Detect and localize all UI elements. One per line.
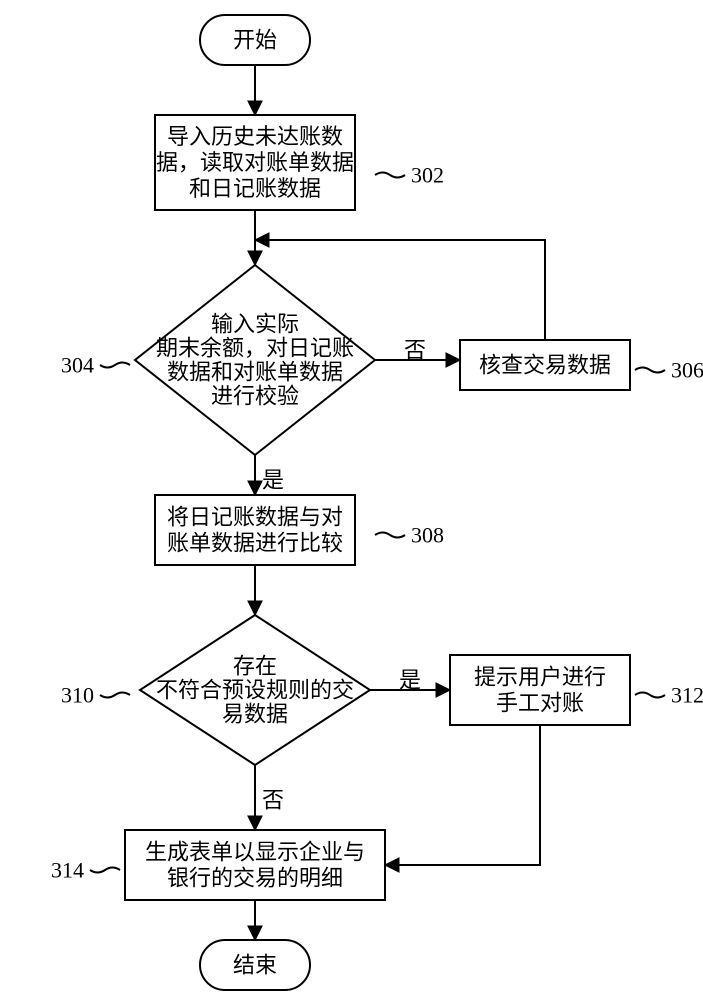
step-label: 314 <box>51 858 84 883</box>
start-label: 开始 <box>233 28 277 53</box>
svg-text:生成表单以显示企业与: 生成表单以显示企业与 <box>145 840 365 865</box>
svg-text:导入历史未达账数: 导入历史未达账数 <box>167 124 343 149</box>
svg-text:据，读取对账单数据: 据，读取对账单数据 <box>156 150 354 175</box>
svg-text:进行校验: 进行校验 <box>211 384 299 409</box>
end-terminal: 结束 <box>200 940 310 990</box>
start-terminal: 开始 <box>200 15 310 65</box>
svg-text:银行的交易的明细: 银行的交易的明细 <box>167 866 343 891</box>
edge-e_312_314 <box>385 725 540 865</box>
end-label: 结束 <box>233 953 277 978</box>
svg-text:核查交易数据: 核查交易数据 <box>479 353 611 378</box>
step-label: 310 <box>61 683 94 708</box>
svg-text:账单数据进行比较: 账单数据进行比较 <box>167 531 343 556</box>
svg-text:提示用户进行: 提示用户进行 <box>474 665 606 690</box>
svg-text:输入实际: 输入实际 <box>211 312 299 337</box>
svg-text:不符合预设规则的交: 不符合预设规则的交 <box>156 678 354 703</box>
flowchart: 开始结束 导入历史未达账数据，读取对账单数据和日记账数据 302 核查交易数据 306 将… <box>0 0 703 1000</box>
step-label: 302 <box>411 163 444 188</box>
svg-text:数据和对账单数据: 数据和对账单数据 <box>167 360 343 385</box>
step-label: 304 <box>61 353 94 378</box>
svg-text:期末余额，对日记账: 期末余额，对日记账 <box>156 336 354 361</box>
edge-e_310_314-label: 否 <box>262 788 284 813</box>
edge-e_304_308-label: 是 <box>262 468 284 493</box>
svg-text:手工对账: 手工对账 <box>496 691 584 716</box>
step-label: 308 <box>411 523 444 548</box>
edge-e_304_306-label: 否 <box>404 338 426 363</box>
edge-e_310_312-label: 是 <box>399 668 421 693</box>
step-label: 312 <box>671 683 703 708</box>
svg-text:存在: 存在 <box>233 654 277 679</box>
svg-text:和日记账数据: 和日记账数据 <box>189 176 321 201</box>
svg-text:将日记账数据与对: 将日记账数据与对 <box>167 505 343 530</box>
step-label: 306 <box>671 358 703 383</box>
svg-text:易数据: 易数据 <box>222 702 288 727</box>
